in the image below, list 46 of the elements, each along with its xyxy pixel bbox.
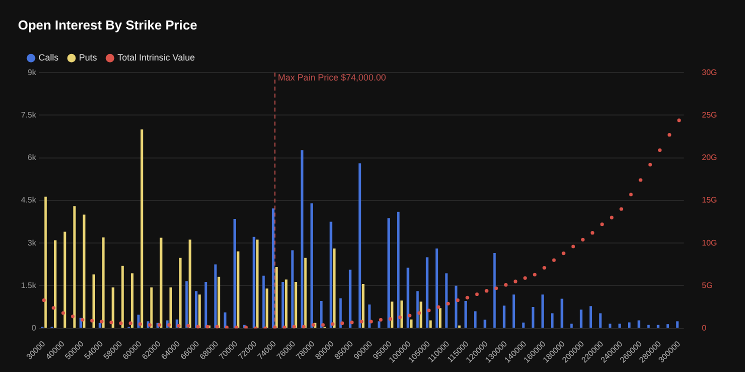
y-tick-label: 7.5k <box>20 110 38 120</box>
bar <box>551 313 554 328</box>
bar <box>638 320 640 328</box>
bar <box>410 320 413 328</box>
y-tick-label: 9k <box>28 68 38 77</box>
bar <box>618 324 621 328</box>
y2-tick-label: 0 <box>702 324 707 333</box>
y2-tick-label: 5G <box>702 280 713 290</box>
y-tick-label: 4.5k <box>20 196 38 205</box>
bar <box>608 324 612 328</box>
legend-label: Total Intrinsic Value <box>118 52 195 63</box>
y2-tick-label: 20G <box>702 153 718 162</box>
bar <box>599 313 602 328</box>
bar <box>647 324 650 328</box>
bar <box>464 301 467 328</box>
bar <box>676 321 679 328</box>
legend-label: Calls <box>38 52 60 63</box>
bar <box>522 322 525 328</box>
bar <box>474 311 477 328</box>
bar <box>458 325 461 328</box>
chart-title: Open Interest By Strike Price <box>18 17 198 32</box>
bar <box>560 298 564 328</box>
y-tick-label: 6k <box>28 153 38 162</box>
y-tick-label: 1.5k <box>20 280 38 290</box>
bar <box>502 306 506 328</box>
bar <box>429 320 432 328</box>
y2-tick-label: 30G <box>702 68 718 77</box>
y2-tick-label: 10G <box>702 238 718 248</box>
y2-tick-label: 15G <box>702 196 718 205</box>
bar <box>310 203 313 328</box>
bar <box>628 322 631 328</box>
ref-line-label: Max Pain Price $74,000.00 <box>278 72 386 83</box>
bar <box>656 324 660 328</box>
y-tick-label: 3k <box>28 238 38 248</box>
y-tick-label: 0 <box>32 324 37 333</box>
y2-tick-label: 25G <box>702 110 718 120</box>
bar <box>532 307 534 328</box>
bar <box>204 282 208 328</box>
bar <box>666 324 670 328</box>
bar <box>590 306 592 328</box>
bar <box>570 324 573 328</box>
bar <box>541 294 544 328</box>
bar <box>512 294 516 328</box>
bar <box>580 310 582 328</box>
legend-label: Puts <box>79 52 98 63</box>
bar <box>484 320 486 328</box>
